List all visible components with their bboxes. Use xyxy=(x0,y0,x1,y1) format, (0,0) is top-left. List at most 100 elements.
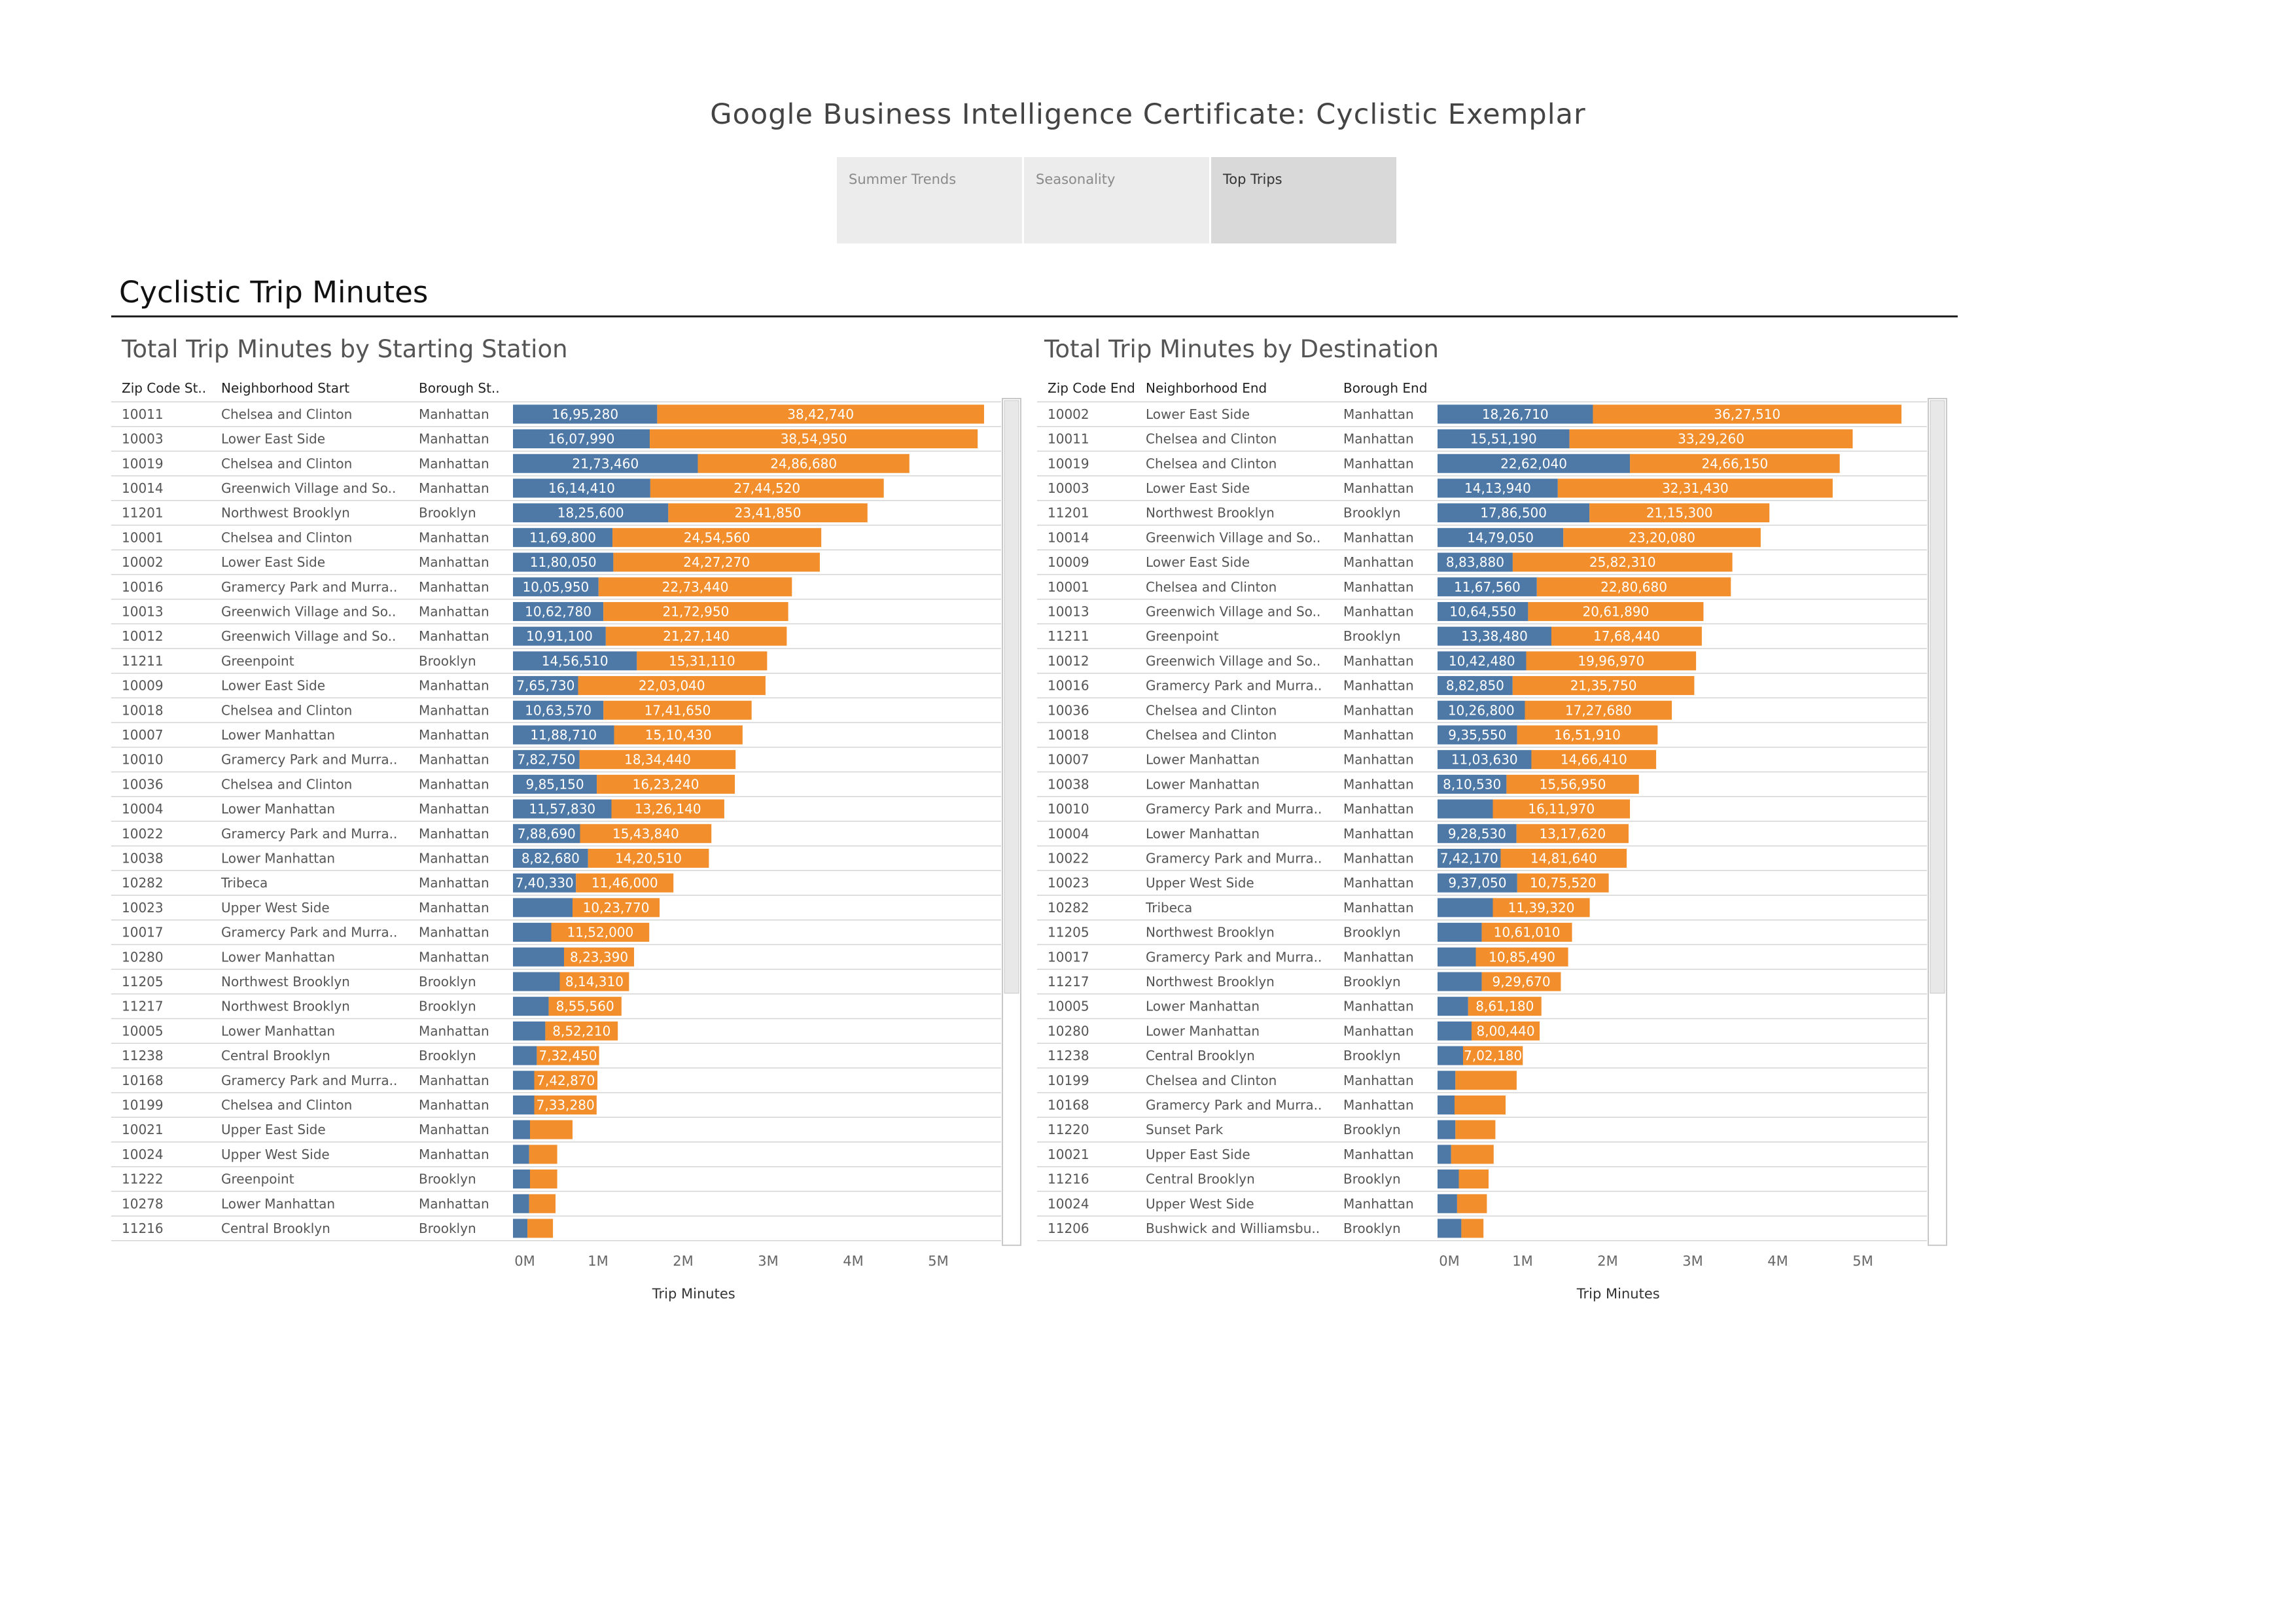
bar-series-2[interactable] xyxy=(1526,651,1697,671)
bar-series-2[interactable] xyxy=(1557,478,1833,498)
bar-series-2[interactable] xyxy=(614,725,743,745)
bar-series-2[interactable] xyxy=(657,404,984,424)
bar-series-2[interactable] xyxy=(597,774,735,794)
column-header[interactable]: Zip Code End xyxy=(1048,380,1135,396)
bar-series-1[interactable] xyxy=(1438,1095,1455,1115)
bar-series-1[interactable] xyxy=(513,454,698,473)
bar-series-1[interactable] xyxy=(513,997,549,1016)
bar-series-2[interactable] xyxy=(650,429,978,449)
bar-series-2[interactable] xyxy=(1461,1219,1484,1238)
bar-series-2[interactable] xyxy=(1455,1120,1496,1139)
bar-series-1[interactable] xyxy=(1438,478,1558,498)
bar-series-2[interactable] xyxy=(1506,774,1639,794)
bar-series-2[interactable] xyxy=(1528,601,1704,621)
bar-series-2[interactable] xyxy=(1455,1095,1506,1115)
bar-series-1[interactable] xyxy=(1438,799,1493,819)
bar-series-2[interactable] xyxy=(650,478,884,498)
bar-series-1[interactable] xyxy=(513,601,604,621)
bar-series-2[interactable] xyxy=(603,700,752,720)
column-header[interactable]: Neighborhood Start xyxy=(221,380,349,396)
bar-series-1[interactable] xyxy=(1438,947,1476,967)
bar-series-1[interactable] xyxy=(513,404,658,424)
bar-series-1[interactable] xyxy=(513,799,612,819)
bar-series-2[interactable] xyxy=(1517,725,1658,745)
bar-series-1[interactable] xyxy=(513,1046,537,1065)
bar-series-1[interactable] xyxy=(513,1194,529,1213)
bar-series-2[interactable] xyxy=(598,577,792,597)
bar-series-1[interactable] xyxy=(1438,1145,1451,1164)
bar-series-1[interactable] xyxy=(1438,1194,1457,1213)
bar-series-1[interactable] xyxy=(513,651,637,671)
bar-series-1[interactable] xyxy=(1438,725,1517,745)
bar-series-2[interactable] xyxy=(1457,1194,1487,1213)
tab-summer-trends[interactable]: Summer Trends xyxy=(837,157,1022,243)
bar-series-1[interactable] xyxy=(513,824,580,844)
bar-series-1[interactable] xyxy=(1438,898,1493,918)
bar-series-1[interactable] xyxy=(513,873,576,893)
bar-series-1[interactable] xyxy=(513,947,564,967)
bar-series-1[interactable] xyxy=(513,1095,535,1115)
bar-series-2[interactable] xyxy=(529,1194,556,1213)
bar-series-1[interactable] xyxy=(1438,1071,1456,1090)
bar-series-2[interactable] xyxy=(698,454,910,473)
bar-series-1[interactable] xyxy=(1438,972,1482,991)
bar-series-1[interactable] xyxy=(513,1169,530,1189)
bar-series-2[interactable] xyxy=(1593,404,1902,424)
bar-series-1[interactable] xyxy=(513,1071,535,1090)
bar-series-2[interactable] xyxy=(564,947,635,967)
bar-series-1[interactable] xyxy=(1438,1021,1472,1041)
bar-series-2[interactable] xyxy=(1531,750,1657,770)
bar-series-1[interactable] xyxy=(1438,429,1570,449)
bar-series-1[interactable] xyxy=(1438,774,1507,794)
bar-series-2[interactable] xyxy=(1472,1021,1540,1041)
bar-series-2[interactable] xyxy=(527,1219,554,1238)
bar-series-1[interactable] xyxy=(1438,651,1527,671)
bar-series-1[interactable] xyxy=(513,972,560,991)
bar-series-1[interactable] xyxy=(513,774,597,794)
bar-series-1[interactable] xyxy=(1438,626,1552,646)
bar-series-2[interactable] xyxy=(1517,873,1609,893)
bar-series-1[interactable] xyxy=(1438,1120,1456,1139)
bar-series-2[interactable] xyxy=(637,651,768,671)
bar-series-2[interactable] xyxy=(1492,898,1590,918)
bar-series-1[interactable] xyxy=(513,577,599,597)
bar-series-2[interactable] xyxy=(573,898,660,918)
bar-series-2[interactable] xyxy=(1563,527,1761,547)
bar-series-1[interactable] xyxy=(1438,848,1501,868)
bar-series-2[interactable] xyxy=(530,1169,557,1189)
bar-series-2[interactable] xyxy=(545,1021,618,1041)
bar-series-1[interactable] xyxy=(1438,1046,1463,1065)
bar-series-1[interactable] xyxy=(1438,923,1482,942)
bar-series-2[interactable] xyxy=(1475,947,1568,967)
bar-series-1[interactable] xyxy=(1438,700,1525,720)
bar-series-2[interactable] xyxy=(605,626,787,646)
bar-series-1[interactable] xyxy=(513,1021,546,1041)
bar-series-2[interactable] xyxy=(537,1046,599,1065)
bar-series-2[interactable] xyxy=(1468,997,1542,1016)
bar-series-1[interactable] xyxy=(513,552,614,572)
bar-series-2[interactable] xyxy=(1551,626,1702,646)
bar-series-2[interactable] xyxy=(603,601,788,621)
bar-series-2[interactable] xyxy=(1455,1071,1517,1090)
bar-series-2[interactable] xyxy=(534,1071,598,1090)
scrollbar-thumb[interactable] xyxy=(1004,400,1019,994)
bar-series-2[interactable] xyxy=(1500,848,1627,868)
bar-series-1[interactable] xyxy=(1438,750,1532,770)
bar-series-2[interactable] xyxy=(580,824,712,844)
bar-series-2[interactable] xyxy=(1630,454,1840,473)
bar-series-2[interactable] xyxy=(1536,577,1731,597)
bar-series-1[interactable] xyxy=(1438,577,1537,597)
bar-series-1[interactable] xyxy=(1438,552,1513,572)
bar-series-2[interactable] xyxy=(612,527,822,547)
bar-series-1[interactable] xyxy=(513,1120,530,1139)
bar-series-2[interactable] xyxy=(1481,923,1572,942)
bar-series-1[interactable] xyxy=(513,898,573,918)
bar-series-1[interactable] xyxy=(1438,824,1517,844)
bar-series-2[interactable] xyxy=(559,972,629,991)
column-header[interactable]: Neighborhood End xyxy=(1146,380,1267,396)
bar-series-1[interactable] xyxy=(1438,527,1564,547)
bar-series-2[interactable] xyxy=(1463,1046,1523,1065)
bar-series-1[interactable] xyxy=(513,923,552,942)
bar-series-2[interactable] xyxy=(534,1095,597,1115)
bar-series-2[interactable] xyxy=(1525,700,1672,720)
